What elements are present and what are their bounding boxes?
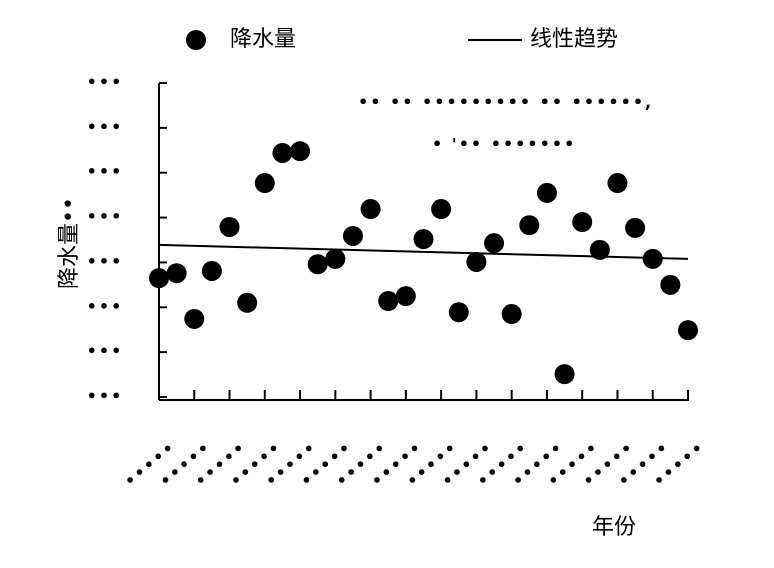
data-point — [589, 239, 610, 260]
x-axis-label: 年份 — [592, 515, 636, 540]
y-tick-label: ••• — [87, 342, 124, 361]
data-point — [395, 286, 416, 307]
data-point — [607, 173, 628, 194]
data-point — [448, 302, 469, 323]
data-point — [166, 263, 187, 284]
data-point — [272, 142, 293, 163]
data-point — [519, 215, 540, 236]
legend-label: 降水量 — [230, 27, 296, 52]
data-point — [484, 233, 505, 254]
data-point — [219, 216, 240, 237]
data-point — [536, 182, 557, 203]
data-point — [342, 225, 363, 246]
data-point — [307, 254, 328, 275]
data-point — [290, 141, 311, 162]
data-point — [413, 229, 434, 250]
data-point — [572, 212, 593, 233]
data-point — [660, 274, 681, 295]
y-tick-label: ••• — [87, 117, 124, 136]
data-point — [360, 199, 381, 220]
data-point — [625, 217, 646, 238]
y-tick-label: ••• — [87, 252, 124, 271]
data-point — [501, 304, 522, 325]
y-tick-label: ••• — [87, 162, 124, 181]
data-point — [325, 248, 346, 269]
data-point — [678, 320, 698, 341]
y-tick-label: ••• — [87, 73, 124, 92]
y-tick-label: ••• — [87, 297, 124, 316]
data-point — [554, 364, 575, 385]
data-point — [201, 260, 222, 281]
data-point — [184, 308, 205, 329]
legend-marker — [186, 30, 206, 50]
annotation: •• •• ••••••••• •• ••••••, — [358, 93, 653, 112]
data-point — [237, 292, 258, 313]
trend-line — [158, 243, 689, 260]
data-point — [149, 268, 169, 289]
y-axis-label: 降水量•• — [57, 197, 82, 289]
data-point — [466, 251, 487, 272]
legend-label: 线性趋势 — [530, 27, 618, 52]
data-point — [378, 291, 399, 312]
annotation: • '•• ••••••• — [432, 135, 576, 154]
y-tick-label: ••• — [87, 207, 124, 226]
y-tick-label: ••• — [87, 387, 124, 406]
data-point — [254, 173, 275, 194]
data-point — [431, 199, 452, 220]
